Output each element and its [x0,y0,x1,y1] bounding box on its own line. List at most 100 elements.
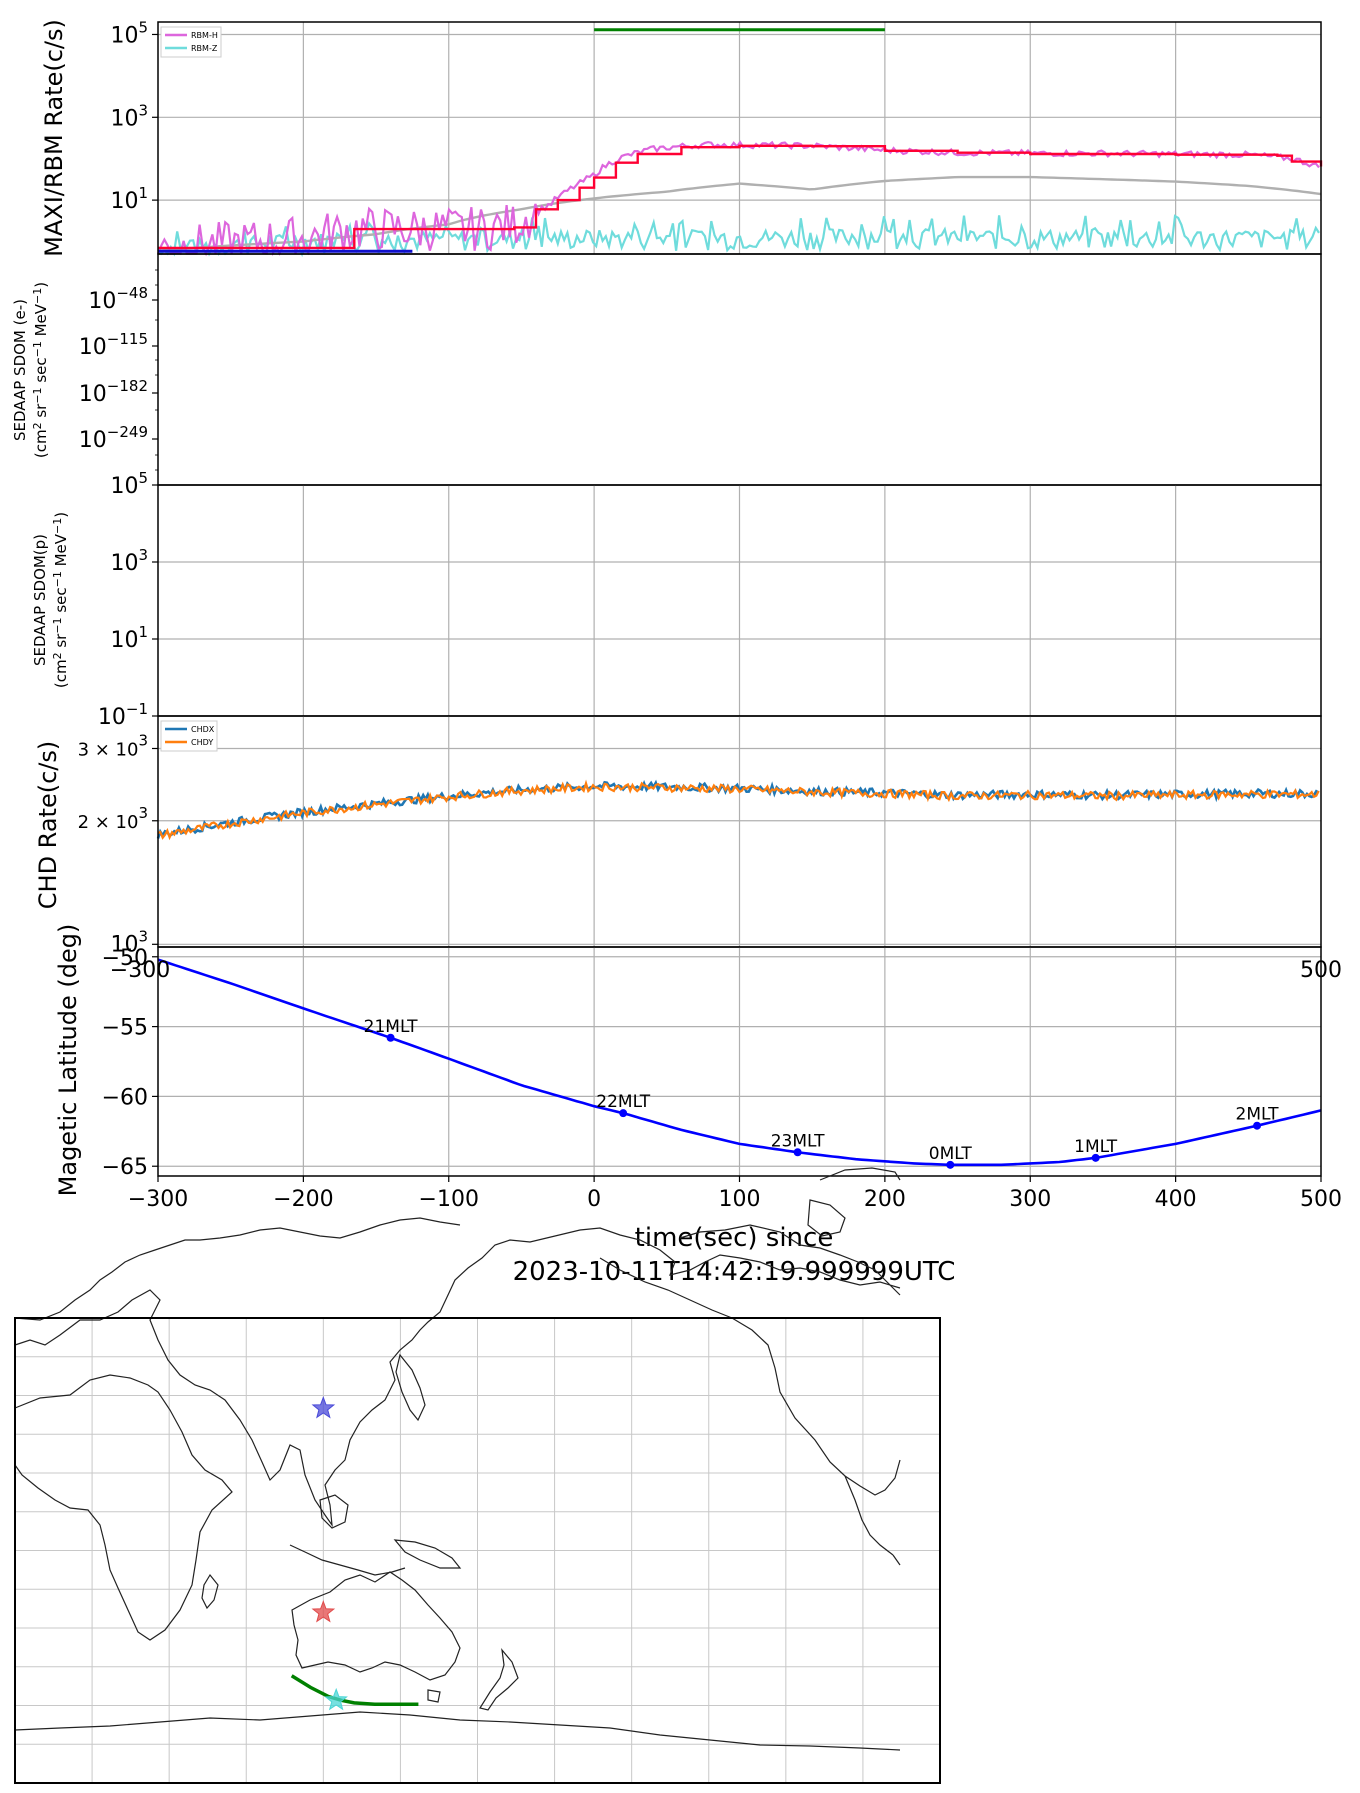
legend-label-chdy: CHDY [191,738,213,747]
map-coastlines [14,1167,901,1751]
overlap-tick-left: −300 [110,958,170,983]
series-gray [157,175,1322,252]
ytick-label: 101 [110,623,148,653]
mlat-panel: 21MLT 22MLT 23MLT 0MLT 1MLT 2MLT −50 −55 −60 −65… [54,924,1342,1287]
xtick-label: 400 [1155,1187,1197,1212]
sdom-p-grid [158,485,1321,716]
mlt-label: 22MLT [596,1092,650,1112]
coast-baffin [807,1199,846,1237]
rbm-grid [158,22,1321,254]
overlap-tick-right: 500 [1300,958,1342,983]
coast-north-america [599,1257,901,1496]
ytick-label: 2 × 103 [78,804,148,833]
coast-arctic-north [14,1217,461,1321]
sdom-p-panel: 105 103 101 10−1 SEDAAP SDOM(p) (cm2 sr−1 s… [31,469,1322,730]
xtick-label: 100 [719,1187,761,1212]
coast-eurasia [14,1227,901,1528]
mlat-ticks: −50 −55 −60 −65 −300 −200 −100 0 100 200 300 400 500 [102,946,1342,1212]
mlt-point [793,1148,802,1157]
chd-series [156,779,1320,841]
mlt-label: 1MLT [1074,1137,1118,1157]
ytick-label: 10−48 [88,284,148,314]
chd-panel: 3 × 103 2 × 103 103 CHD Rate(c/s) CHDX CHD… [34,715,1322,957]
coast-tasmania [427,1689,441,1703]
ytick-label: 10−115 [79,330,148,360]
xtick-label: −200 [273,1187,333,1212]
ytick-label: −65 [102,1155,148,1180]
chd-grid [158,716,1321,947]
sdom-e-units: (cm2 sr−1 sec−1 MeV−1) [31,282,50,458]
ytick-label: 10−1 [98,700,148,730]
ytick-label: 10−249 [79,423,148,453]
star-cyan [324,1687,348,1711]
ytick-label: −50 [102,946,148,971]
coast-north-america-east [679,1224,901,1296]
sdom-e-yticks: 10−48 10−115 10−182 10−249 [79,269,158,471]
ytick-label: 10−182 [79,377,148,407]
series-rbm-h [156,140,1320,257]
ytick-label: 103 [110,101,148,131]
sdom-p-units: (cm2 sr−1 sec−1 MeV−1) [51,512,70,688]
map-graticule [15,1318,940,1783]
sdom-e-frame [157,253,1322,486]
coast-antarctica [14,1711,901,1751]
xtick-label: −300 [128,1187,188,1212]
xtick-label: 0 [587,1187,601,1212]
legend-label-rbm-h: RBM-H [191,31,218,40]
mlt-label: 0MLT [929,1144,973,1164]
legend-label-chdx: CHDX [191,725,215,734]
rbm-series [156,28,1323,258]
rbm-legend: RBM-H RBM-Z [160,26,222,58]
mlt-label: 21MLT [364,1017,418,1037]
series-mlat [157,958,1322,1167]
coast-central-america [844,1475,894,1556]
ground-track [290,1674,419,1706]
mlt-label: 23MLT [771,1131,825,1151]
rbm-panel: 101 103 105 MAXI/RBM Rate(c/s) RBM-H RBM-Z [40,18,1323,258]
ytick-label: −55 [102,1016,148,1041]
sdom-e-panel: 10−48 10−115 10−182 10−249 SEDAAP SDOM (e-)… [11,253,1322,486]
coast-japan [395,1353,426,1422]
x-axis-label: time(sec) since [635,1223,834,1253]
coast-greenland [819,1167,901,1181]
sdom-p-ylabel: SEDAAP SDOM(p) [31,534,49,666]
ytick-label: 101 [110,184,148,214]
sdom-e-ylabel: SEDAAP SDOM (e-) [11,299,29,441]
sdom-p-yticks: 105 103 101 10−1 [98,469,158,730]
mlt-point [1091,1153,1100,1162]
ytick-label: 105 [110,18,148,48]
rbm-ylabel: MAXI/RBM Rate(c/s) [40,19,68,257]
coast-madagascar [201,1573,219,1610]
coast-africa [14,1374,233,1641]
ytick-label: 3 × 103 [78,731,148,760]
x-axis-reference-time: 2023-10-11T14:42:19.999999UTC [513,1257,956,1287]
rbm-yticks: 101 103 105 [110,18,158,214]
mlt-point [1253,1121,1262,1130]
series-chdx [156,779,1320,839]
ytick-label: 103 [110,927,148,957]
star-blue [311,1395,336,1419]
coast-new-guinea [393,1539,462,1569]
mlt-point [619,1109,628,1118]
star-red [311,1600,336,1623]
world-map-panel [14,1167,941,1784]
coast-borneo [319,1494,349,1529]
ytick-label: −60 [102,1085,148,1110]
map-frame [14,1317,941,1784]
chd-yticks: 3 × 103 2 × 103 103 [78,731,158,957]
xtick-label: 200 [864,1187,906,1212]
xtick-label: −100 [419,1187,479,1212]
mlat-grid [158,947,1321,1176]
chd-legend: CHDX CHDY [160,720,218,752]
mlat-series: 21MLT 22MLT 23MLT 0MLT 1MLT 2MLT [157,958,1322,1169]
mlt-point [946,1160,955,1169]
ytick-label: 103 [110,546,148,576]
coast-new-zealand [479,1648,519,1711]
xtick-label: 500 [1300,1187,1342,1212]
chd-ylabel: CHD Rate(c/s) [34,741,62,909]
coast-australia [291,1571,461,1681]
mlt-label: 2MLT [1236,1105,1280,1125]
series-red-step [158,144,1323,250]
ground-track-line [290,1674,419,1706]
